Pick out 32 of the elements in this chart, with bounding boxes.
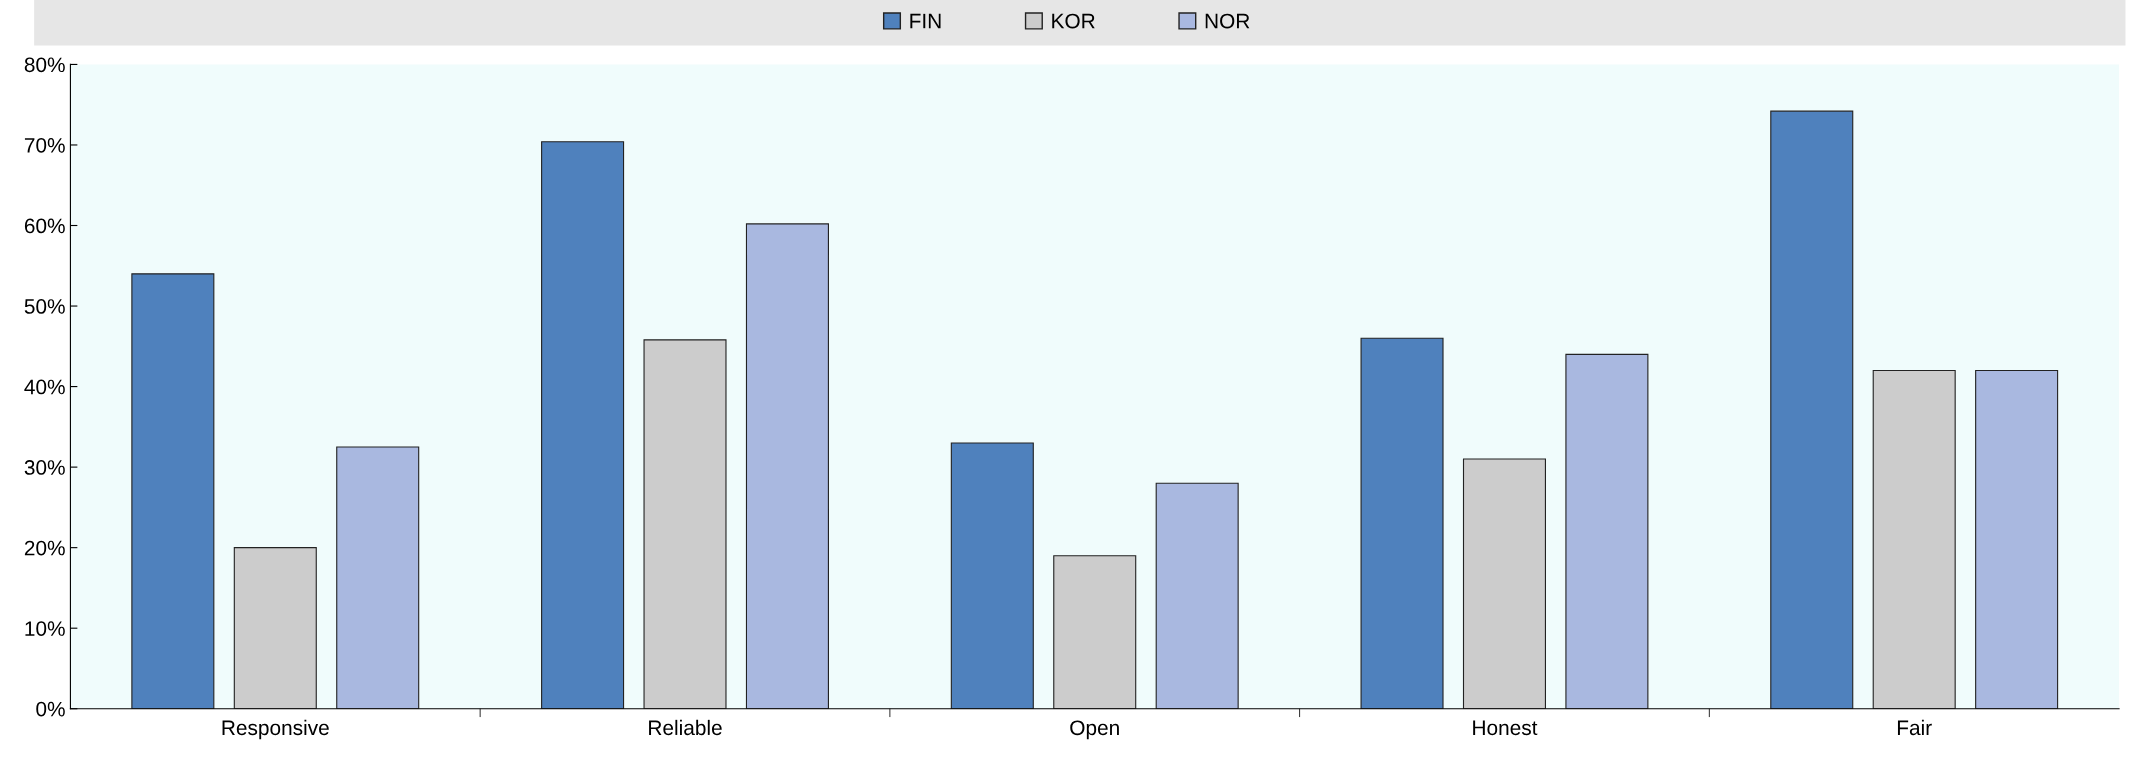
bar [336,446,420,709]
y-tick-label: 10% [25,621,65,636]
bar [1770,110,1854,709]
y-tick-label: 70% [24,137,65,153]
bar [1872,369,1956,709]
x-tick-label: Honest [1473,720,1538,736]
y-tick-label: 40% [24,379,65,395]
bar [131,273,215,709]
bar [233,547,317,709]
legend-label: KOR [1052,13,1095,29]
y-tick-label: 0% [36,701,65,717]
y-tick-label: 20% [24,540,65,556]
y-tick-label: 60% [24,218,65,234]
bar [1462,458,1546,709]
x-tick-label: Reliable [649,719,722,736]
bar [643,339,727,709]
bar [1053,555,1137,709]
bar [1360,337,1444,709]
bar [1565,353,1649,709]
y-tick-label: 30% [24,460,65,475]
bar [745,223,829,709]
y-tick-label: 50% [24,299,65,314]
bar [950,442,1034,709]
x-tick-label: Fair [1897,719,1932,736]
x-tick-label: Responsive [222,719,329,740]
legend-label: NOR [1205,13,1250,29]
x-tick-label: Open [1070,720,1119,740]
bar [541,141,625,709]
bar [1155,482,1239,709]
y-tick-label: 80% [24,57,65,73]
bar [1975,369,2059,709]
legend-label: FIN [910,13,941,29]
